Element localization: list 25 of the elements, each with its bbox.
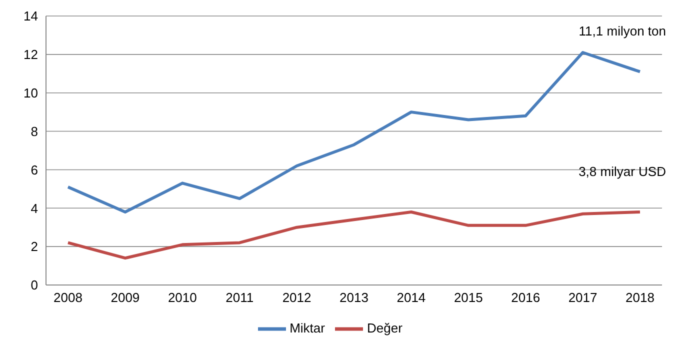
x-tick-label: 2015 xyxy=(454,290,483,306)
x-tick-label: 2016 xyxy=(511,290,540,306)
line-series xyxy=(66,51,642,214)
y-tick-label: 12 xyxy=(24,47,38,62)
x-tick-label: 2012 xyxy=(282,290,312,306)
x-tick-label: 2009 xyxy=(110,290,140,306)
x-tick-label: 2010 xyxy=(168,290,197,306)
y-tick-label: 8 xyxy=(30,124,38,139)
x-tick-label: 2011 xyxy=(226,290,254,306)
y-tick-label: 2 xyxy=(30,239,38,254)
annotation: 11,1 milyon ton xyxy=(578,24,666,39)
legend-label: Miktar xyxy=(290,320,325,336)
x-tick-label: 2018 xyxy=(626,290,654,306)
line-series xyxy=(66,210,642,260)
x-tick-label: 2008 xyxy=(54,290,82,306)
legend-label: Değer xyxy=(366,320,402,336)
y-tick-label: 0 xyxy=(30,278,38,293)
x-tick-label: 2013 xyxy=(340,290,368,306)
x-tick-label: 2017 xyxy=(568,290,598,306)
x-tick-label: 2014 xyxy=(396,290,426,306)
y-tick-label: 14 xyxy=(24,8,38,24)
y-tick-label: 6 xyxy=(30,162,38,178)
y-tick-label: 4 xyxy=(30,200,38,216)
annotation: 3,8 milyar USD xyxy=(578,164,666,179)
y-tick-label: 10 xyxy=(24,85,38,100)
